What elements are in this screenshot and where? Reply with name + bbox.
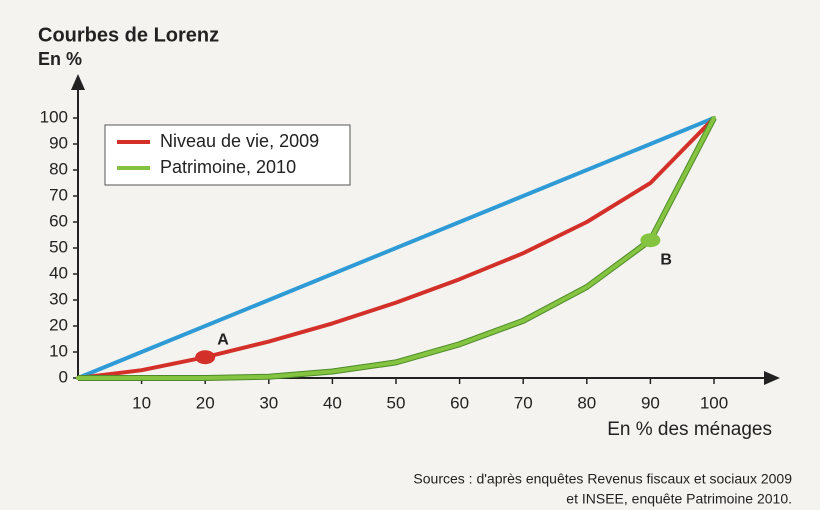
y-tick-label: 60 [49,211,68,230]
legend-box [104,124,351,186]
y-tick-label: 70 [49,185,68,204]
point-label: A [217,331,229,348]
x-tick-label: 60 [450,393,469,412]
series-line [76,116,716,380]
y-tick-label: 80 [49,159,68,178]
x-tick-label: 90 [641,393,660,412]
y-tick-label: 30 [49,289,68,308]
x-tick-label: 50 [387,393,406,412]
y-axis-arrow [71,74,85,90]
legend-label: Niveau de vie, 2009 [160,131,319,151]
x-tick-label: 100 [700,393,728,412]
y-tick-label: 10 [49,341,68,360]
source: Sources : d'après enquêtes Revenus fisca… [413,471,792,487]
y-tick-label: 100 [40,107,68,126]
x-tick-label: 40 [323,393,342,412]
x-axis-arrow [764,371,780,385]
chart-title: Courbes de Lorenz [38,24,219,46]
x-tick-label: 80 [577,393,596,412]
equality-line [76,116,716,380]
y-tick-label: 0 [59,367,68,386]
x-tick-label: 70 [514,393,533,412]
point-label: B [660,251,672,268]
y-tick-label: 90 [49,133,68,152]
y-tick-label: 20 [49,315,68,334]
x-axis-label: En % des ménages [607,419,772,440]
point-marker [195,350,216,365]
point-marker [640,233,661,248]
y-axis-label: En % [38,49,82,69]
x-tick-label: 10 [132,393,151,412]
x-tick-label: 20 [196,393,215,412]
source: et INSEE, enquête Patrimoine 2010. [566,491,792,507]
legend-label: Patrimoine, 2010 [160,157,296,177]
series-line [76,116,716,380]
x-tick-label: 30 [259,393,278,412]
y-tick-label: 40 [49,263,68,282]
y-tick-label: 50 [49,237,68,256]
